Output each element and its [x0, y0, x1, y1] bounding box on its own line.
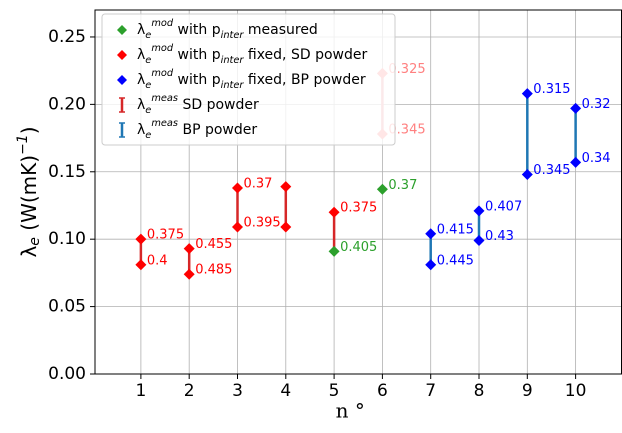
- point-annotation: 0.345: [388, 123, 425, 138]
- point: [473, 235, 485, 247]
- point: [231, 221, 243, 233]
- point: [425, 228, 437, 240]
- x-tick-label: 10: [565, 381, 587, 401]
- x-tick-label: 3: [232, 381, 243, 401]
- point-annotation: 0.37: [243, 176, 272, 191]
- point: [135, 233, 147, 245]
- point: [231, 182, 243, 194]
- point: [183, 268, 195, 280]
- point-annotation: 0.345: [533, 163, 570, 178]
- legend-label: λemod with pinter measured: [137, 18, 318, 41]
- point: [570, 156, 582, 168]
- legend-marker: [117, 75, 127, 85]
- legend-label: λemeas BP powder: [137, 118, 257, 141]
- point-annotation: 0.37: [388, 178, 417, 193]
- point-annotation: 0.4: [147, 253, 168, 268]
- point-annotation: 0.395: [243, 216, 280, 231]
- point: [425, 259, 437, 271]
- point: [280, 221, 292, 233]
- x-tick-label: 5: [329, 381, 340, 401]
- y-axis-label: λe (W(mK)−1): [15, 126, 43, 257]
- x-tick-label: 4: [280, 381, 291, 401]
- legend-label: λemod with pinter fixed, BP powder: [137, 68, 366, 91]
- legend-box: [101, 13, 396, 146]
- point: [183, 243, 195, 255]
- point: [570, 102, 582, 114]
- y-tick-label: 0.15: [48, 162, 86, 182]
- point-annotation: 0.315: [533, 82, 570, 97]
- point: [376, 183, 388, 195]
- point-annotation: 0.32: [582, 97, 611, 112]
- point: [328, 206, 340, 218]
- legend-label: λemod with pinter fixed, SD powder: [137, 43, 367, 66]
- x-tick-label: 7: [425, 381, 436, 401]
- y-tick-label: 0.00: [48, 364, 86, 384]
- legend-label: λemeas SD powder: [137, 93, 259, 116]
- point-annotation: 0.375: [147, 228, 184, 243]
- point-annotation: 0.375: [340, 201, 377, 216]
- x-tick-label: 9: [522, 381, 533, 401]
- point: [473, 205, 485, 217]
- point: [328, 245, 340, 257]
- point: [521, 168, 533, 180]
- point-annotation: 0.43: [485, 229, 514, 244]
- x-tick-label: 1: [135, 381, 146, 401]
- point-annotation: 0.415: [437, 222, 474, 237]
- legend-marker: [117, 50, 127, 60]
- x-tick-label: 6: [377, 381, 388, 401]
- y-tick-label: 0.05: [48, 297, 86, 317]
- point-annotation: 0.407: [485, 199, 522, 214]
- point-annotation: 0.405: [340, 240, 377, 255]
- x-tick-label: 2: [184, 381, 195, 401]
- point: [280, 181, 292, 193]
- point-annotation: 0.34: [582, 151, 611, 166]
- point-annotation: 0.325: [388, 62, 425, 77]
- y-tick-label: 0.10: [48, 229, 86, 249]
- y-tick-label: 0.20: [48, 94, 86, 114]
- x-tick-label: 8: [474, 381, 485, 401]
- point-annotation: 0.445: [437, 253, 474, 268]
- point: [135, 259, 147, 271]
- x-axis-label: n °: [336, 399, 365, 423]
- y-tick-label: 0.25: [48, 27, 86, 47]
- point-annotation: 0.455: [195, 237, 232, 252]
- point-annotation: 0.485: [195, 263, 232, 278]
- legend-marker: [117, 25, 127, 35]
- point: [521, 88, 533, 100]
